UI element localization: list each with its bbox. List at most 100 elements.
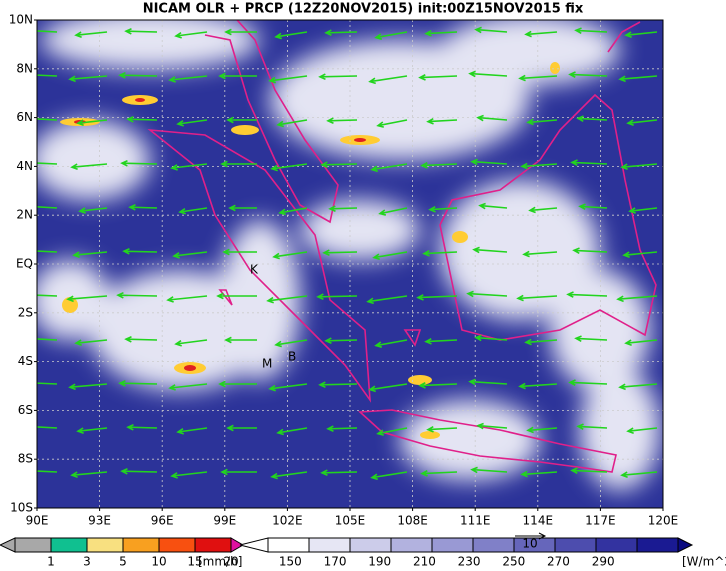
wind-arrow — [576, 423, 608, 431]
colorbar-label: 3 — [83, 555, 91, 569]
wind-arrow — [368, 75, 408, 85]
coastline — [204, 20, 339, 224]
wind-arrow — [524, 338, 558, 346]
wind-arrow — [37, 118, 58, 121]
title: NICAM OLR + PRCP (12Z20NOV2015) init:00Z… — [143, 2, 584, 17]
wind-arrow — [126, 116, 158, 123]
wind-arrow — [476, 114, 508, 122]
wind-arrow — [120, 467, 158, 475]
lat-label: 2N — [16, 208, 33, 222]
wind-arrow — [78, 207, 108, 214]
wind-arrow — [470, 158, 508, 166]
wind-arrow — [326, 117, 358, 124]
wind-arrow — [416, 294, 458, 301]
wind-arrow — [226, 424, 257, 432]
wind-arrow — [226, 116, 257, 124]
wind-arrow — [374, 31, 408, 40]
wind-arrow — [268, 383, 308, 392]
wind-arrow — [74, 31, 108, 38]
wind-arrow — [320, 469, 358, 477]
wind-arrow — [216, 292, 257, 300]
wind-arrow — [428, 205, 458, 213]
wind-arrow — [76, 427, 108, 434]
wind-arrow — [574, 27, 608, 34]
place-marker: K — [250, 263, 259, 277]
wind-arrow — [324, 29, 358, 36]
wind-arrow — [37, 470, 58, 473]
wind-arrow — [424, 338, 458, 345]
place-marker: M — [262, 357, 272, 371]
colorbar-label: 250 — [502, 555, 525, 569]
colorbar-label: 190 — [368, 555, 391, 569]
colorbar-end — [239, 537, 269, 553]
colorbar-cell — [194, 537, 232, 553]
wind-arrow — [37, 30, 58, 33]
wind-arrow — [328, 205, 358, 212]
wind-arrow — [224, 28, 257, 36]
wind-arrow — [37, 426, 58, 429]
colorbar-label: 5 — [119, 555, 127, 569]
wind-arrow — [568, 379, 608, 386]
wind-arrow — [524, 30, 558, 38]
colorbar-cell — [158, 537, 196, 553]
colorbar-end — [230, 537, 244, 553]
colorbar-cell — [431, 537, 474, 553]
lon-label: 117E — [585, 514, 616, 528]
wind-arrow — [626, 119, 658, 126]
wind-arrow — [224, 336, 257, 344]
lat-label: 4N — [16, 159, 33, 173]
wind-arrow — [378, 207, 408, 216]
wind-arrow — [578, 203, 608, 211]
wind-arrow — [272, 251, 308, 260]
wind-arrow — [424, 30, 458, 37]
olr-field — [37, 20, 663, 508]
lon-label: 108E — [397, 514, 428, 528]
lat-label: 10N — [9, 13, 33, 27]
wind-arrow — [316, 293, 358, 301]
wind-arrow — [218, 380, 257, 388]
wind-arrow — [120, 159, 158, 167]
wind-arrow — [624, 339, 658, 346]
wind-arrow — [622, 251, 658, 259]
wind-arrow — [574, 335, 608, 342]
colorbar-label: 15 — [187, 555, 202, 569]
lat-label: 8N — [16, 61, 33, 75]
colorbar-cell — [349, 537, 392, 553]
colorbar-cell — [390, 537, 433, 553]
wind-arrow — [426, 425, 458, 433]
wind-arrow — [376, 427, 408, 436]
wind-arrow — [320, 161, 358, 169]
wind-arrow — [268, 75, 308, 84]
wind-arrow — [620, 471, 658, 479]
wind-arrow — [376, 119, 408, 128]
lat-label: 8S — [18, 452, 33, 466]
wind-arrow — [318, 381, 358, 389]
colorbar-cell — [267, 537, 310, 553]
wind-arrow — [478, 202, 508, 210]
wind-arrow — [168, 75, 208, 83]
colorbar-cell — [86, 537, 124, 553]
colorbar-label: 1 — [47, 555, 55, 569]
colorbar-cell — [50, 537, 88, 553]
wind-arrow — [220, 468, 257, 476]
wind-arrow — [174, 31, 208, 39]
wind-arrow — [116, 291, 158, 299]
lat-label: 4S — [18, 354, 33, 368]
wind-arrow — [124, 28, 158, 35]
wind-arrow — [266, 295, 308, 304]
colorbar-label: 10 — [151, 555, 166, 569]
wind-arrow — [568, 71, 608, 78]
wind-arrow — [366, 295, 408, 305]
wind-arrow — [170, 163, 208, 171]
wind-arrow — [274, 31, 308, 40]
colorbar-label: 230 — [458, 555, 481, 569]
colorbar-label: 290 — [592, 555, 615, 569]
wind-arrow — [37, 74, 58, 77]
coastline — [218, 21, 641, 347]
colorbar-label: 210 — [413, 555, 436, 569]
wind-arrow — [37, 250, 58, 253]
colorbar-label: 170 — [324, 555, 347, 569]
lon-label: 99E — [213, 514, 236, 528]
wind-arrow — [124, 336, 158, 343]
